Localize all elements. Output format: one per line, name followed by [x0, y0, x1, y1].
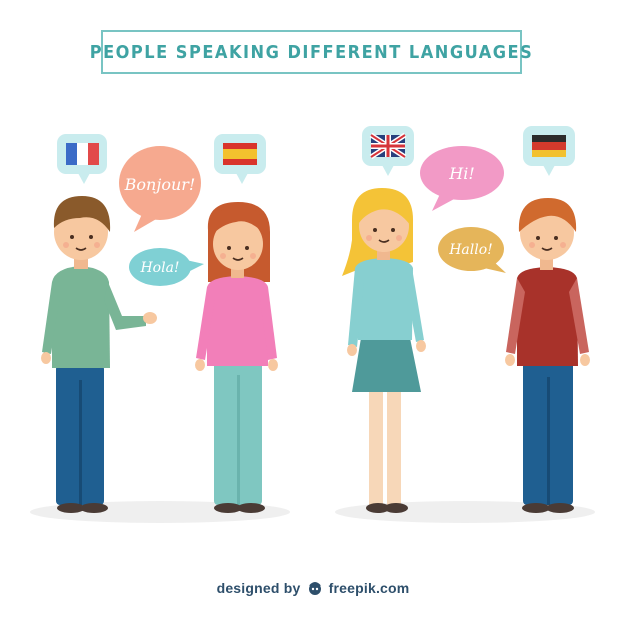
page-title: PEOPLE SPEAKING DIFFERENT LANGUAGES [89, 41, 534, 63]
person-girl-blonde-skirt [342, 188, 426, 513]
hola-text: Hola! [139, 260, 179, 276]
uk-flag-icon [362, 126, 414, 176]
person-girl-pink-sweater [195, 202, 278, 513]
hi-speech-bubble: Hi! [420, 146, 504, 211]
hallo-speech-bubble: Hallo! [438, 227, 506, 273]
hola-speech-bubble: Hola! [129, 248, 204, 286]
hallo-text: Hallo! [448, 242, 493, 258]
bonjour-text: Bonjour! [124, 175, 196, 194]
credit-designed-by: designed by [216, 580, 301, 596]
person-boy-red-sweater [505, 198, 590, 513]
bonjour-speech-bubble: Bonjour! [119, 146, 201, 232]
france-flag-icon [57, 134, 107, 184]
credit-line: designed by freepik.com [0, 580, 626, 599]
germany-flag-icon [523, 126, 575, 176]
freepik-logo-icon [307, 580, 323, 599]
person-boy-green-sweater [41, 196, 157, 513]
hi-text: Hi! [448, 164, 475, 183]
spain-flag-icon [214, 134, 266, 184]
credit-brand: freepik.com [328, 580, 410, 596]
title-banner: PEOPLE SPEAKING DIFFERENT LANGUAGES [90, 30, 532, 74]
